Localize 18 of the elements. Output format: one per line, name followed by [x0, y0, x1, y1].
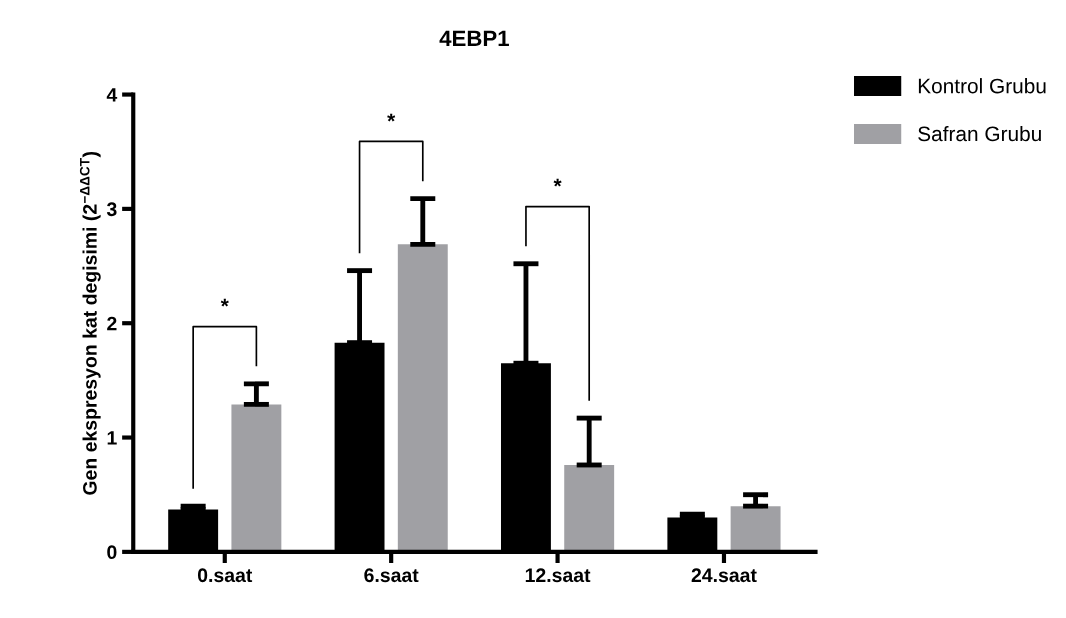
- y-axis-title: Gen ekspresyon kat degisimi (2$^{−ΔΔCT}$): [79, 151, 101, 495]
- annotation: *: [387, 113, 396, 122]
- y-tick-label: 2: [107, 316, 117, 331]
- bar: [397, 244, 448, 552]
- y-tick-label: 4: [106, 88, 118, 102]
- annotation: *: [553, 178, 562, 187]
- chart-title: 4EBP1: [439, 30, 509, 46]
- y-tick-label: 0: [107, 545, 117, 560]
- y-tick-label: 3: [106, 202, 117, 217]
- bar: [564, 464, 615, 552]
- x-tick-label: 6.saat: [364, 568, 419, 583]
- legend-label: Kontrol Grubu: [918, 78, 1046, 94]
- x-tick-label: 0.saat: [197, 568, 253, 583]
- legend-label: Safran Grubu: [918, 125, 1041, 142]
- x-tick-label: 24.saat: [691, 568, 757, 583]
- y-tick-label: 1: [107, 431, 117, 445]
- x-tick-label: 12.saat: [525, 568, 591, 583]
- annotation: *: [220, 298, 229, 307]
